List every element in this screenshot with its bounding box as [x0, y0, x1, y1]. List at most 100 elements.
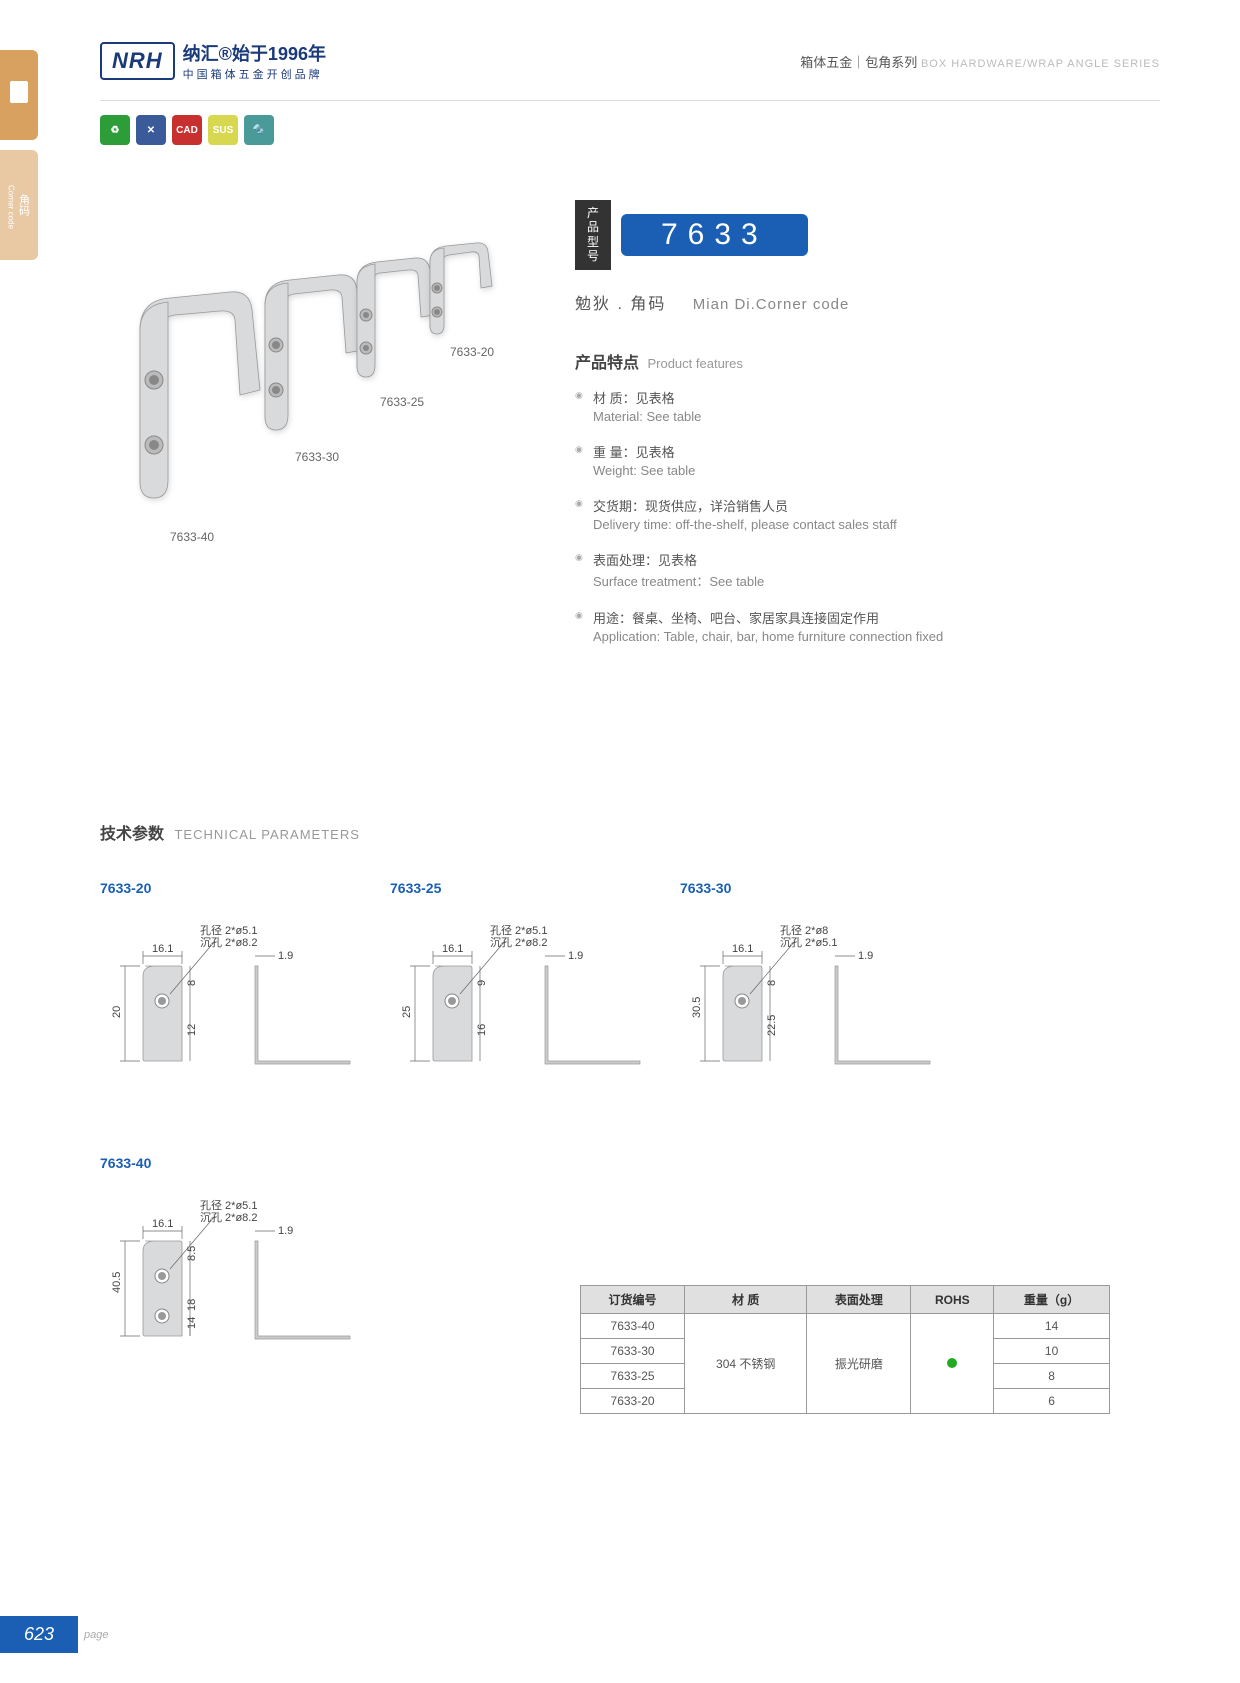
subtitle-en: Mian Di.Corner code [693, 296, 850, 313]
page-footer: 623 page [0, 1616, 109, 1653]
brand-block: 纳汇®始于1996年 中国箱体五金开创品牌 [183, 40, 326, 82]
feature-icon: 🔩 [244, 115, 274, 145]
diagram-label: 7633-25 [390, 880, 670, 896]
svg-text:9: 9 [476, 980, 488, 986]
side-label-cn: 角码 [16, 194, 32, 216]
feature-en: Material: See table [593, 409, 1095, 424]
side-label-en: Corner code [7, 185, 16, 229]
svg-text:8: 8 [766, 980, 778, 986]
label-40: 7633-40 [170, 530, 214, 544]
svg-text:16.1: 16.1 [152, 1218, 173, 1230]
table-header: 重量（g） [994, 1286, 1110, 1314]
feature-item: 重 量：见表格Weight: See table [575, 442, 1095, 478]
svg-text:沉孔 2*ø5.1: 沉孔 2*ø5.1 [780, 936, 837, 949]
svg-text:沉孔 2*ø8.2: 沉孔 2*ø8.2 [490, 936, 547, 949]
feature-item: 交货期：现货供应，详洽销售人员Delivery time: off-the-sh… [575, 496, 1095, 532]
table-header: 表面处理 [807, 1286, 911, 1314]
tech-diagram: 7633-40 16.1 孔径 2*ø5.1 沉孔 2*ø8.2 1.9 40.… [100, 1155, 380, 1396]
svg-text:孔径 2*ø5.1: 孔径 2*ø5.1 [490, 924, 547, 937]
svg-text:1.9: 1.9 [278, 950, 293, 962]
cell-code: 7633-40 [581, 1314, 685, 1339]
feature-cn: 用途：餐桌、坐椅、吧台、家居家具连接固定作用 [593, 608, 1095, 627]
subtitle-cn: 勉狄 . 角码 [575, 296, 666, 313]
feature-en: Weight: See table [593, 463, 1095, 478]
header-category: 箱体五金｜包角系列 BOX HARDWARE/WRAP ANGLE SERIES [800, 52, 1160, 71]
model-label: 产品 型号 [575, 200, 611, 270]
product-image-area: 7633-40 7633-30 7633-25 [120, 200, 500, 560]
table-row: 7633-40304 不锈钢振光研磨14 [581, 1314, 1110, 1339]
cell-weight: 14 [994, 1314, 1110, 1339]
label-30: 7633-30 [295, 450, 339, 464]
feature-en: Delivery time: off-the-shelf, please con… [593, 517, 1095, 532]
svg-text:孔径 2*ø5.1: 孔径 2*ø5.1 [200, 924, 257, 937]
svg-text:8: 8 [186, 980, 198, 986]
cell-code: 7633-30 [581, 1339, 685, 1364]
brand-cn: 纳汇®始于1996年 [183, 40, 326, 66]
label-25: 7633-25 [380, 395, 424, 409]
svg-text:16: 16 [476, 1024, 488, 1036]
side-tab-category: 角码 Corner code [0, 150, 38, 260]
label-20: 7633-20 [450, 345, 494, 359]
cell-code: 7633-25 [581, 1364, 685, 1389]
svg-text:8.5: 8.5 [186, 1246, 198, 1261]
svg-text:40.5: 40.5 [111, 1272, 123, 1293]
tech-title-cn: 技术参数 [100, 826, 164, 843]
feature-item: 表面处理：见表格 Surface treatment：See table [575, 550, 1095, 590]
feature-item: 材 质：见表格 Material: See table [575, 388, 1095, 424]
header-divider [100, 100, 1160, 101]
svg-text:22.5: 22.5 [766, 1015, 778, 1036]
features-title: 产品特点 Product features [575, 349, 1095, 373]
diagram-label: 7633-20 [100, 880, 380, 896]
feature-en: Surface treatment：See table [593, 571, 1095, 590]
page-label: page [84, 1629, 108, 1641]
tech-diagram: 7633-30 16.1 孔径 2*ø8 沉孔 2*ø5.1 1.9 30.5 … [680, 880, 960, 1121]
bracket-40 [120, 250, 270, 515]
tech-diagram: 7633-20 16.1 孔径 2*ø5.1 沉孔 2*ø8.2 1.9 20 … [100, 880, 380, 1121]
cell-weight: 6 [994, 1389, 1110, 1414]
page-number: 623 [0, 1616, 78, 1653]
feature-icon: ✕ [136, 115, 166, 145]
svg-text:1.9: 1.9 [278, 1225, 293, 1237]
svg-text:1.9: 1.9 [858, 950, 873, 962]
feature-icon: ♻ [100, 115, 130, 145]
svg-text:18: 18 [186, 1299, 198, 1311]
product-info: 产品 型号 7633 勉狄 . 角码 Mian Di.Corner code 产… [575, 200, 1095, 662]
feature-cn: 材 质：见表格 [593, 388, 1095, 407]
feature-icon: CAD [172, 115, 202, 145]
svg-text:20: 20 [111, 1006, 123, 1018]
doc-icon [10, 81, 28, 103]
diagram-label: 7633-30 [680, 880, 960, 896]
table-header: ROHS [911, 1286, 994, 1314]
model-number: 7633 [621, 214, 808, 256]
feature-item: 用途：餐桌、坐椅、吧台、家居家具连接固定作用Application: Table… [575, 608, 1095, 644]
tech-diagram: 7633-25 16.1 孔径 2*ø5.1 沉孔 2*ø8.2 1.9 25 … [390, 880, 670, 1121]
product-subtitle: 勉狄 . 角码 Mian Di.Corner code [575, 290, 1095, 314]
side-tab-main [0, 50, 38, 140]
svg-text:沉孔 2*ø8.2: 沉孔 2*ø8.2 [200, 1211, 257, 1224]
svg-text:12: 12 [186, 1024, 198, 1036]
svg-text:孔径 2*ø5.1: 孔径 2*ø5.1 [200, 1199, 257, 1212]
features-title-en: Product features [647, 356, 742, 371]
svg-text:25: 25 [401, 1006, 413, 1018]
tech-params-title: 技术参数 TECHNICAL PARAMETERS [100, 820, 360, 844]
feature-cn: 表面处理：见表格 [593, 550, 1095, 569]
cat-cn: 箱体五金｜包角系列 [800, 55, 917, 70]
cell-weight: 10 [994, 1339, 1110, 1364]
diagram-label: 7633-40 [100, 1155, 380, 1171]
feature-list: 材 质：见表格 Material: See table 重 量：见表格Weight:… [575, 388, 1095, 644]
table-header: 订货编号 [581, 1286, 685, 1314]
feature-icon: SUS [208, 115, 238, 145]
svg-text:1.9: 1.9 [568, 950, 583, 962]
svg-text:16.1: 16.1 [442, 943, 463, 955]
brand-sub: 中国箱体五金开创品牌 [183, 66, 326, 82]
svg-text:30.5: 30.5 [691, 997, 703, 1018]
cat-en: BOX HARDWARE/WRAP ANGLE SERIES [921, 58, 1160, 70]
feature-icons-row: ♻✕CADSUS🔩 [100, 115, 274, 145]
cell-rohs [911, 1314, 994, 1414]
svg-text:16.1: 16.1 [152, 943, 173, 955]
cell-material: 304 不锈钢 [685, 1314, 807, 1414]
logo-box: NRH [100, 42, 175, 80]
tech-title-en: TECHNICAL PARAMETERS [174, 827, 359, 842]
cell-weight: 8 [994, 1364, 1110, 1389]
logo-text: NRH [112, 48, 163, 74]
